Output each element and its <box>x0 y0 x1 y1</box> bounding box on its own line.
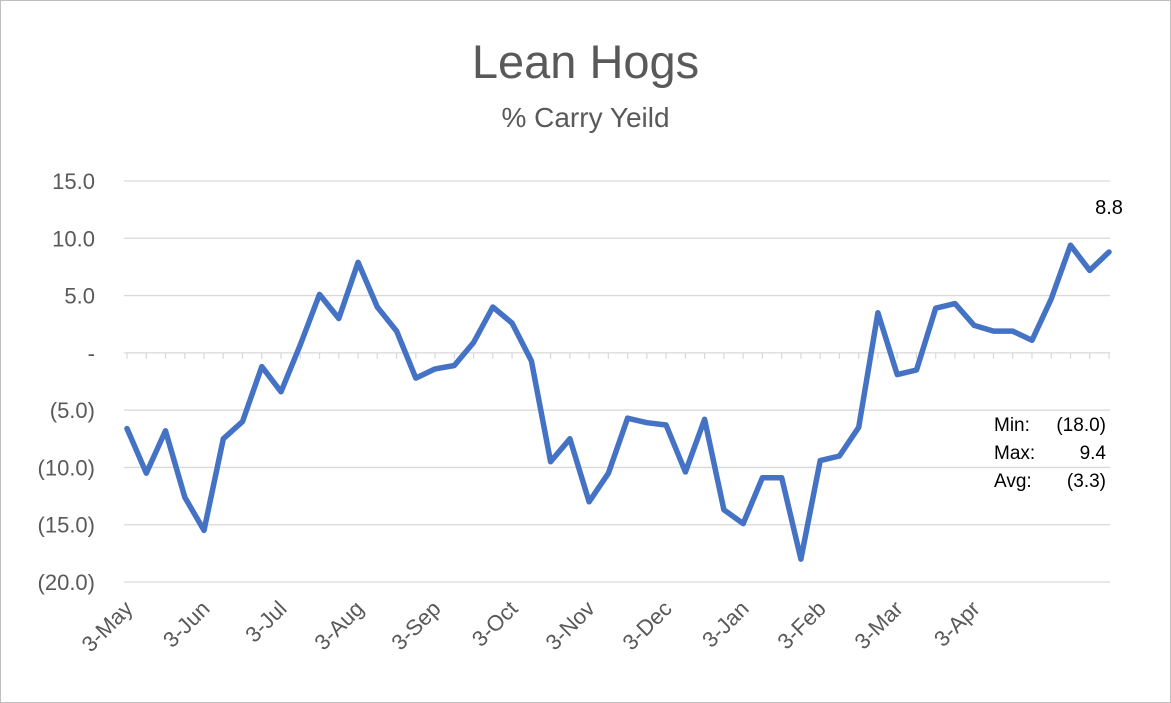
stat-min-value: (18.0) <box>1056 415 1106 436</box>
stat-min: Min: (18.0) <box>994 412 1106 440</box>
x-tick-label: 3-Jan <box>697 596 754 653</box>
stat-max: Max: 9.4 <box>994 440 1106 468</box>
x-tick-label: 3-Feb <box>772 596 830 654</box>
stat-avg-label: Avg: <box>994 471 1032 492</box>
y-tick-label: - <box>88 341 95 366</box>
x-tick-label: 3-Dec <box>617 596 676 655</box>
y-tick-label: (15.0) <box>38 513 95 538</box>
x-tick-label: 3-May <box>77 596 138 657</box>
x-tick-label: 3-Aug <box>309 596 368 655</box>
x-tick-label: 3-Nov <box>540 596 599 655</box>
x-tick-label: 3-Mar <box>849 596 907 654</box>
x-tick-label: 3-Oct <box>467 596 523 652</box>
stat-max-value: 9.4 <box>1079 443 1106 464</box>
y-tick-label: (10.0) <box>38 455 95 480</box>
series-line <box>124 242 1112 562</box>
stat-max-label: Max: <box>994 443 1036 464</box>
stat-avg-value: (3.3) <box>1066 471 1106 492</box>
y-tick-label: 10.0 <box>52 226 95 251</box>
y-tick-label: (5.0) <box>50 398 95 423</box>
chart-title: Lean Hogs <box>471 35 700 88</box>
y-tick-label: (20.0) <box>38 570 95 595</box>
x-tick-label: 3-Sep <box>386 596 445 655</box>
stat-avg: Avg: (3.3) <box>994 468 1106 496</box>
x-tick-label: 3-Apr <box>929 596 985 652</box>
x-tick-label: 3-Jun <box>158 596 215 653</box>
y-tick-label: 15.0 <box>52 169 95 194</box>
data-label: 8.8 <box>1095 197 1123 219</box>
stats-box: Min: (18.0) Max: 9.4 Avg: (3.3) <box>994 412 1106 496</box>
y-tick-label: 5.0 <box>64 284 95 309</box>
stat-min-label: Min: <box>994 415 1030 436</box>
chart-subtitle: % Carry Yeild <box>501 102 670 133</box>
x-tick-label: 3-Jul <box>240 596 291 647</box>
